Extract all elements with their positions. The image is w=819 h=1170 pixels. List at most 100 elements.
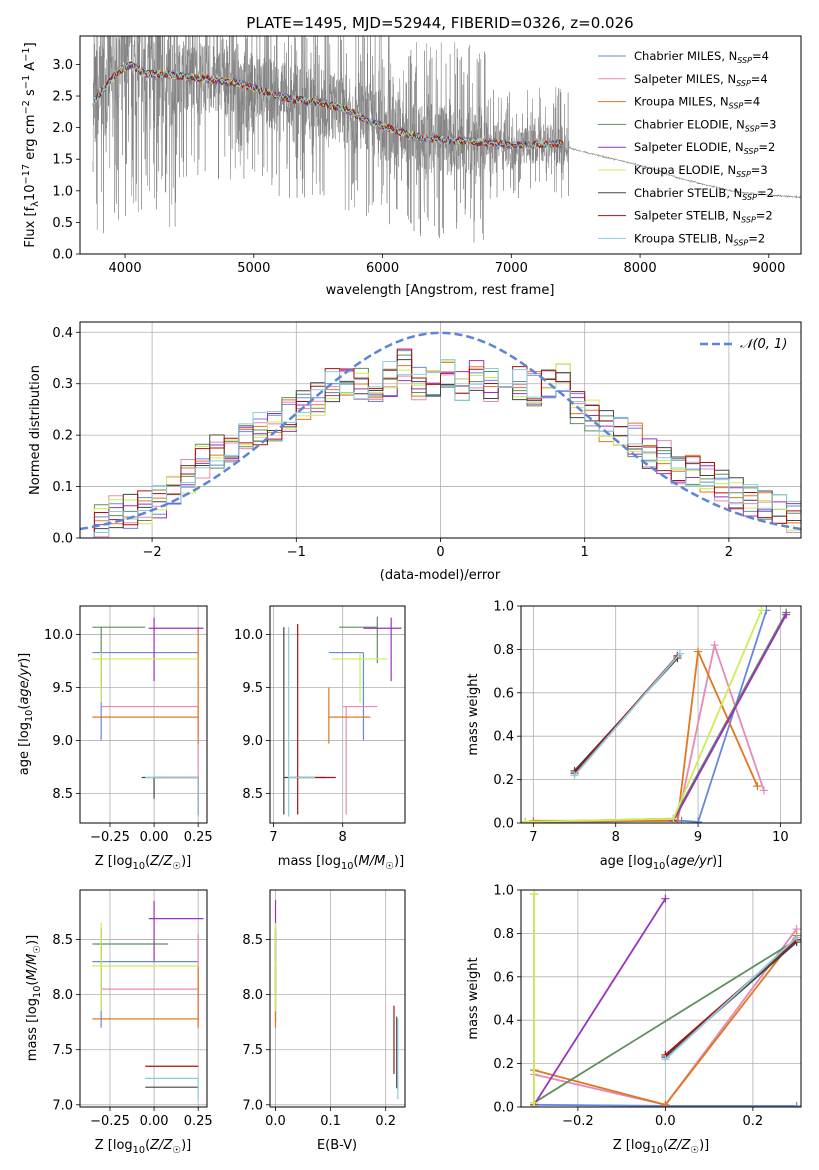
axes-frame [520,889,802,1108]
x-tick-label: 0.0 [265,1114,286,1129]
weight-vs-age-plot [521,606,791,823]
x-tick-label: 8 [612,830,620,845]
y-tick-label: 0.4 [493,730,514,745]
x-axis-label: Z [log10(Z/Z☉)] [613,1138,710,1156]
x-tick-label: 5000 [237,261,270,276]
residual-histogram [80,348,801,538]
x-tick-label: −0.25 [90,1114,130,1129]
weight-marker [694,817,703,823]
y-tick-label: 0.1 [52,480,73,495]
x-axis-label: Z [log10(Z/Z☉)] [95,1138,192,1156]
legend-label: Kroupa MILES, NSSP=4 [634,95,760,111]
x-tick-label: 9 [694,830,702,845]
y-axis-label: mass weight [466,957,481,1039]
y-tick-label: 1.0 [493,884,514,899]
axes-frame [269,889,406,1108]
weight-marker [792,1101,801,1107]
mass-vs-Z-axes: −0.25 0.00 0.25 7.0 7.5 8.0 8.5 Z [log10(Z/Z☉)]… [25,889,213,1156]
y-tick-label: 9.0 [52,734,73,749]
y-tick-label: 0.2 [493,1057,514,1072]
y-tick-label: 0.2 [52,429,73,444]
weight-marker [661,894,670,903]
weight-vs-age-axes: 7 8 9 10 0.0 0.2 0.4 0.6 0.8 1.0 mass weight age [l… [466,600,802,872]
x-tick-label: 7 [529,830,537,845]
y-tick-label: 0.3 [52,377,73,392]
x-tick-label: 7000 [495,261,528,276]
weight-line [672,614,787,822]
observed-spectrum [92,36,801,243]
x-axis-label: mass [log10(M/M☉)] [278,854,404,872]
y-axis-label: Flux [fλ10−17 erg cm−2 s−1 A−1] [21,42,41,247]
x-axis-label: (data-model)/error [380,568,501,583]
weight-marker [694,647,703,656]
y-tick-label: 0.0 [52,248,73,263]
weight-vs-Z-axes: −0.2 0.0 0.2 0.0 0.2 0.4 0.6 0.8 1.0 mass weight Z… [466,884,802,1156]
y-tick-label: 10.0 [44,628,73,643]
axes-frame [520,605,802,824]
model-fit-line [92,60,563,149]
axes-frame [79,35,802,255]
x-tick-label: 0.00 [140,830,169,845]
y-tick-label: 0.4 [493,1014,514,1029]
x-tick-label: −0.25 [90,830,130,845]
y-tick-label: 0.0 [493,1101,514,1116]
y-tick-label: 0.6 [493,970,514,985]
weight-marker [710,641,719,650]
x-axis-label: E(B-V) [317,1138,357,1153]
x-tick-label: 0.00 [140,1114,169,1129]
legend-label: Chabrier STELIB, NSSP=2 [634,186,774,202]
y-axis-label: age [log10(age/yr)] [17,653,35,776]
x-tick-label: 0.1 [320,1114,341,1129]
x-tick-label: 0.25 [184,1114,213,1129]
chart-title: PLATE=1495, MJD=52944, FIBERID=0326, z=0… [246,14,633,32]
x-axis-label: wavelength [Angstrom, rest frame] [326,283,555,298]
x-tick-label: 0.25 [184,830,213,845]
mass-vs-Z-plot [92,901,204,1100]
model-fit-line [92,62,563,151]
y-axis-label: Normed distribution [28,365,43,495]
y-tick-label: 8.5 [52,787,73,802]
y-tick-label: 0.0 [493,817,514,832]
y-tick-label: 8.5 [52,933,73,948]
age-vs-mass-plot [283,616,402,817]
weight-marker [530,1101,539,1107]
x-tick-label: −2 [143,545,162,560]
x-axis-label: age [log10(age/yr)] [600,854,723,872]
weight-marker [521,817,530,823]
axes-frame [269,605,406,824]
mass-vs-ebv-plot [274,899,399,1100]
y-axis-label: mass weight [466,673,481,755]
x-tick-label: 0.0 [655,1114,676,1129]
weight-line [533,641,765,823]
legend-label: Kroupa STELIB, NSSP=2 [634,231,765,247]
x-tick-label: 4000 [109,261,142,276]
weight-line [533,898,667,1106]
y-tick-label: 7.0 [242,1098,263,1113]
weight-marker [661,1100,670,1107]
legend-label: Kroupa ELODIE, NSSP=3 [634,163,768,179]
weight-marker [661,1055,670,1064]
weight-line [664,937,798,1060]
axes-frame [79,605,208,824]
y-tick-label: 0.8 [493,927,514,942]
y-tick-label: 0.2 [493,773,514,788]
y-tick-label: 0.5 [52,216,73,231]
y-tick-label: 1.0 [52,184,73,199]
y-tick-label: 9.5 [52,681,73,696]
y-tick-label: 7.5 [52,1043,73,1058]
y-tick-label: 8.5 [242,787,263,802]
weight-marker [753,782,762,791]
y-tick-label: 7.0 [52,1098,73,1113]
y-tick-label: 0.0 [52,532,73,547]
spectrum-legend: Chabrier MILES, NSSP=4 Salpeter MILES, NS… [598,49,776,247]
y-tick-label: 2.5 [52,90,73,105]
x-tick-label: 10 [772,830,789,845]
weight-marker [570,771,579,780]
legend-label: Salpeter STELIB, NSSP=2 [634,209,773,225]
residual-plot [80,331,801,538]
legend-label: Salpeter MILES, NSSP=4 [634,72,768,88]
x-tick-label: 0 [436,545,444,560]
residual-histogram [80,359,801,538]
y-tick-label: 1.5 [52,153,73,168]
